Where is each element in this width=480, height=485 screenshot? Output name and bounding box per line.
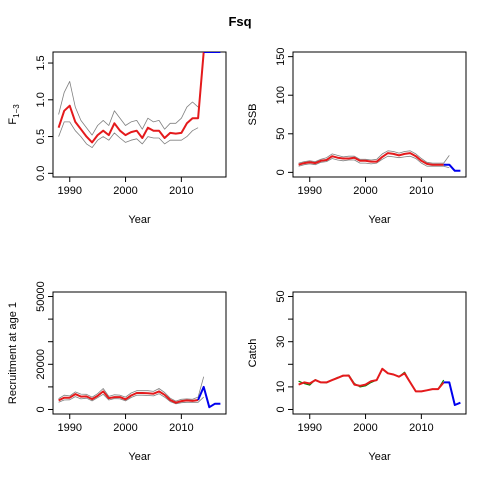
panel-catch: 1990 2000 2010 0 10 30 50 Year Catch bbox=[247, 290, 467, 463]
series-interval-upper-f bbox=[58, 81, 199, 136]
x-axis-label: Year bbox=[128, 214, 151, 226]
panel-ssb: 1990 2000 2010 0 50 100 150 Year SSB bbox=[247, 47, 467, 226]
y-tick-label: 50000 bbox=[35, 281, 47, 312]
y-tick-label: 100 bbox=[275, 86, 287, 104]
y-tick-label: 150 bbox=[275, 47, 287, 65]
series-estimate-recruitment bbox=[58, 390, 199, 404]
figure-title: Fsq bbox=[228, 14, 251, 29]
y-tick-label: 0 bbox=[275, 169, 287, 175]
y-tick-label: 20000 bbox=[35, 349, 47, 380]
y-tick-label: 50 bbox=[275, 290, 287, 302]
y-tick-label: 10 bbox=[275, 381, 287, 393]
y-axis-label: SSB bbox=[247, 103, 259, 125]
series-interval-upper-ssb bbox=[298, 150, 450, 164]
series-interval-lower-f bbox=[58, 121, 199, 149]
x-tick-label: 2000 bbox=[353, 422, 377, 434]
x-tick-label: 1990 bbox=[57, 422, 81, 434]
series-interval-lower-ssb bbox=[298, 155, 450, 169]
y-axis-label-subscript: 1−3 bbox=[12, 104, 21, 118]
panel-recruitment: 1990 2000 2010 0 20000 50000 Year Recruitment a… bbox=[7, 281, 227, 463]
series-projection-catch bbox=[443, 381, 461, 406]
y-axis-label: Catch bbox=[247, 339, 259, 368]
y-tick-label: 0 bbox=[35, 406, 47, 412]
series-projection-recruitment bbox=[197, 385, 221, 409]
y-tick-label: 0 bbox=[275, 406, 287, 412]
y-tick-label: 0.0 bbox=[35, 166, 47, 181]
x-tick-label: 2010 bbox=[409, 422, 433, 434]
x-tick-label: 2000 bbox=[113, 185, 137, 197]
y-axis-label: F1−3 bbox=[7, 104, 21, 125]
y-tick-label: 1.5 bbox=[35, 55, 47, 70]
x-axis-label: Year bbox=[128, 451, 151, 463]
x-tick-label: 2010 bbox=[409, 185, 433, 197]
y-axis-label: Recruitment at age 1 bbox=[7, 302, 19, 404]
x-tick-label: 2000 bbox=[353, 185, 377, 197]
x-axis-label: Year bbox=[368, 451, 391, 463]
series-observed-catch bbox=[298, 368, 445, 392]
series-estimate-catch bbox=[298, 367, 445, 393]
x-tick-label: 1990 bbox=[57, 185, 81, 197]
x-tick-label: 2010 bbox=[169, 185, 193, 197]
series-projection-ssb bbox=[443, 163, 461, 172]
series-estimate-ssb bbox=[298, 152, 444, 166]
x-tick-label: 1990 bbox=[297, 422, 321, 434]
x-axis-label: Year bbox=[368, 214, 391, 226]
y-tick-label: 30 bbox=[275, 336, 287, 348]
plot-frame-f bbox=[52, 51, 227, 178]
panel-f: 1990 2000 2010 0.0 0.5 1.0 1.5 Year F1−3 bbox=[7, 51, 227, 226]
x-tick-label: 2000 bbox=[113, 422, 137, 434]
plot-frame-recruitment bbox=[52, 291, 227, 415]
series-interval-lower-recruitment bbox=[58, 393, 204, 405]
plot-frame-catch bbox=[292, 291, 467, 415]
plot-frame-ssb bbox=[292, 51, 467, 178]
series-estimate-f bbox=[57, 52, 205, 144]
y-tick-label: 0.5 bbox=[35, 129, 47, 144]
series-interval-upper-recruitment bbox=[58, 376, 205, 402]
x-tick-label: 2010 bbox=[169, 422, 193, 434]
y-tick-label: 50 bbox=[275, 128, 287, 140]
x-tick-label: 1990 bbox=[297, 185, 321, 197]
y-tick-label: 1.0 bbox=[35, 92, 47, 107]
